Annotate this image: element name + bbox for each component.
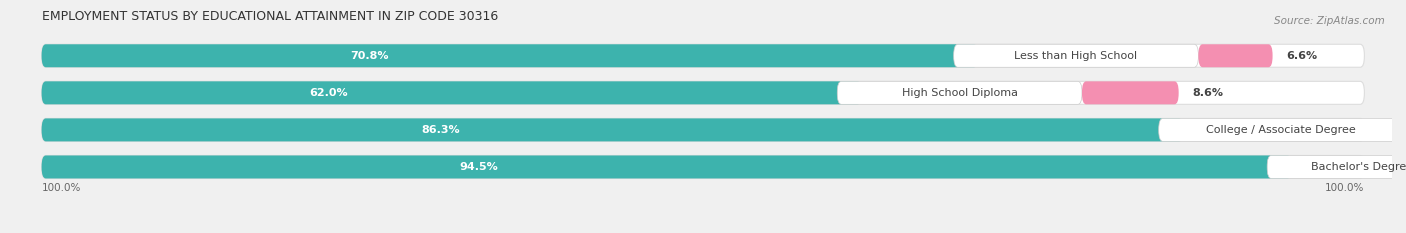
FancyBboxPatch shape: [1083, 81, 1178, 104]
FancyBboxPatch shape: [42, 118, 1184, 141]
Text: 100.0%: 100.0%: [42, 183, 82, 193]
Text: High School Diploma: High School Diploma: [901, 88, 1018, 98]
Text: 86.3%: 86.3%: [422, 125, 461, 135]
Text: 100.0%: 100.0%: [1324, 183, 1364, 193]
Text: Bachelor's Degree or higher: Bachelor's Degree or higher: [1312, 162, 1406, 172]
Text: 70.8%: 70.8%: [350, 51, 388, 61]
FancyBboxPatch shape: [42, 81, 862, 104]
FancyBboxPatch shape: [42, 44, 979, 67]
FancyBboxPatch shape: [953, 44, 1198, 67]
FancyBboxPatch shape: [1159, 118, 1403, 141]
FancyBboxPatch shape: [1198, 44, 1272, 67]
FancyBboxPatch shape: [42, 44, 1364, 67]
Text: 8.6%: 8.6%: [1192, 88, 1223, 98]
FancyBboxPatch shape: [42, 155, 1364, 178]
FancyBboxPatch shape: [1267, 155, 1406, 178]
FancyBboxPatch shape: [1403, 118, 1406, 141]
Text: Less than High School: Less than High School: [1015, 51, 1137, 61]
Text: Source: ZipAtlas.com: Source: ZipAtlas.com: [1274, 16, 1385, 26]
Text: 94.5%: 94.5%: [460, 162, 499, 172]
Text: College / Associate Degree: College / Associate Degree: [1206, 125, 1355, 135]
FancyBboxPatch shape: [42, 155, 1292, 178]
Text: 62.0%: 62.0%: [309, 88, 347, 98]
Text: EMPLOYMENT STATUS BY EDUCATIONAL ATTAINMENT IN ZIP CODE 30316: EMPLOYMENT STATUS BY EDUCATIONAL ATTAINM…: [42, 10, 498, 23]
FancyBboxPatch shape: [42, 81, 1364, 104]
FancyBboxPatch shape: [42, 118, 1364, 141]
Text: 6.6%: 6.6%: [1286, 51, 1317, 61]
FancyBboxPatch shape: [837, 81, 1083, 104]
